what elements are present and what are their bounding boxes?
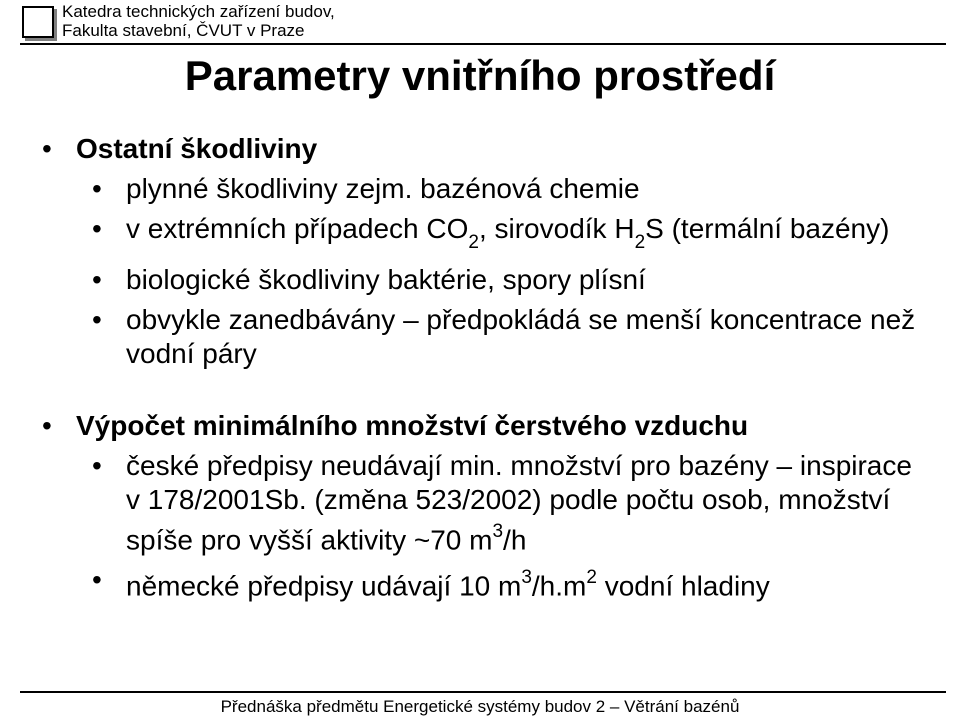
footer-rule — [20, 691, 946, 693]
header-line-1: Katedra technických zařízení budov, — [62, 2, 335, 21]
text-frag: v extrémních případech CO — [126, 213, 468, 244]
superscript: 3 — [521, 567, 532, 588]
bullet-row: • Ostatní škodliviny — [42, 132, 922, 166]
bullet-text: české předpisy neudávají min. množství p… — [126, 449, 922, 557]
slide-title: Parametry vnitřního prostředí — [0, 52, 960, 100]
bullet-row: • plynné škodliviny zejm. bazénová chemi… — [42, 172, 922, 206]
superscript: 2 — [586, 567, 597, 588]
text-frag: S (termální bazény) — [645, 213, 889, 244]
text-frag: /h.m — [532, 570, 586, 601]
bullet-row: • německé předpisy udávají 10 m3/h.m2 vo… — [42, 563, 922, 603]
header-rule — [20, 43, 946, 45]
text-frag: vodní hladiny — [597, 570, 770, 601]
bullet-text: Ostatní škodliviny — [76, 132, 922, 166]
bullet-text: v extrémních případech CO2, sirovodík H2… — [126, 212, 922, 257]
bullet-icon: • — [92, 263, 126, 297]
bullet-icon: • — [92, 212, 126, 246]
subscript: 2 — [635, 232, 646, 253]
bullet-icon: • — [92, 303, 126, 337]
bullet-row: • biologické škodliviny baktérie, spory … — [42, 263, 922, 297]
bullet-text: plynné škodliviny zejm. bazénová chemie — [126, 172, 922, 206]
bullet-row: • české předpisy neudávají min. množství… — [42, 449, 922, 557]
bullet-row: • v extrémních případech CO2, sirovodík … — [42, 212, 922, 257]
bullet-text: biologické škodliviny baktérie, spory pl… — [126, 263, 922, 297]
bullet-icon: • — [92, 172, 126, 206]
header-line-2: Fakulta stavební, ČVUT v Praze — [62, 21, 335, 40]
bullet-icon: • — [42, 409, 76, 443]
text-frag: německé předpisy udávají 10 m — [126, 570, 521, 601]
bullet-icon: • — [92, 563, 126, 597]
bullet-text: obvykle zanedbávány – předpokládá se men… — [126, 303, 922, 371]
header-logo-box — [22, 6, 54, 38]
bullet-text: německé předpisy udávají 10 m3/h.m2 vodn… — [126, 563, 922, 603]
bullet-icon: • — [42, 132, 76, 166]
bullet-row: • obvykle zanedbávány – předpokládá se m… — [42, 303, 922, 371]
bullet-row: • Výpočet minimálního množství čerstvého… — [42, 409, 922, 443]
text-frag: /h — [503, 524, 526, 555]
superscript: 3 — [492, 521, 503, 542]
text-frag: , sirovodík H — [479, 213, 635, 244]
slide-page: Katedra technických zařízení budov, Faku… — [0, 0, 960, 727]
bullet-text: Výpočet minimálního množství čerstvého v… — [76, 409, 922, 443]
bullet-icon: • — [92, 449, 126, 483]
spacer — [42, 377, 922, 409]
footer-text: Přednáška předmětu Energetické systémy b… — [0, 697, 960, 717]
subscript: 2 — [468, 232, 479, 253]
header-affiliation: Katedra technických zařízení budov, Faku… — [62, 2, 335, 40]
slide-body: • Ostatní škodliviny • plynné škodliviny… — [42, 132, 922, 609]
